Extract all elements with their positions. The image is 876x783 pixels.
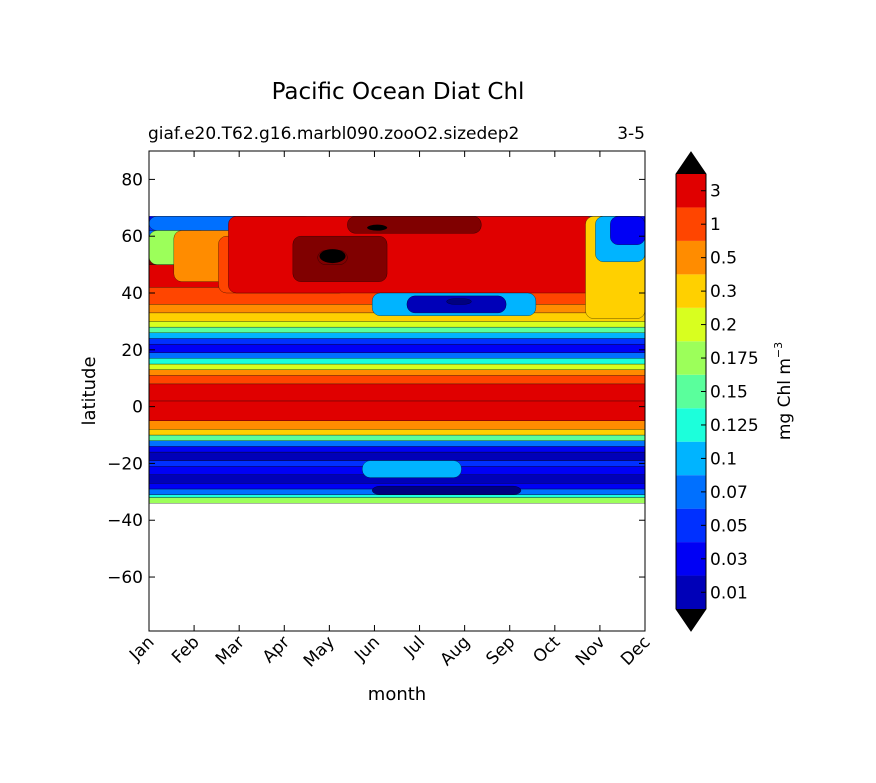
contour-band bbox=[148, 494, 646, 498]
contour-band bbox=[148, 440, 646, 447]
colorbar-extend-max bbox=[676, 152, 706, 174]
contour-band bbox=[148, 363, 646, 370]
x-tick-label: Dec bbox=[617, 632, 654, 669]
contour-band bbox=[148, 446, 646, 453]
chart-title: Pacific Ocean Diat Chl bbox=[272, 79, 525, 105]
chart-subtitle-right: 3-5 bbox=[617, 124, 645, 144]
x-tick-label: Apr bbox=[259, 632, 294, 667]
x-axis-label: month bbox=[368, 684, 426, 705]
colorbar-tick-label: 1 bbox=[710, 215, 721, 235]
y-tick-label: 40 bbox=[121, 284, 143, 304]
y-tick-label: −40 bbox=[107, 511, 143, 531]
contour-region bbox=[446, 298, 472, 305]
contour-band bbox=[148, 338, 646, 345]
colorbar-tick-label: 0.125 bbox=[710, 416, 759, 436]
y-tick-label: −60 bbox=[107, 568, 143, 588]
x-tick-label: Jul bbox=[400, 632, 429, 661]
y-tick-label: 60 bbox=[121, 227, 143, 247]
contour-band bbox=[148, 400, 646, 421]
colorbar-outline bbox=[675, 151, 707, 632]
y-tick-label: 80 bbox=[121, 170, 143, 190]
contour-region bbox=[347, 216, 482, 234]
x-tick-label: Feb bbox=[168, 632, 203, 667]
x-tick-label: Aug bbox=[437, 632, 475, 670]
contour-region bbox=[362, 460, 462, 478]
x-tick-label: Nov bbox=[572, 632, 610, 670]
colorbar-label-exponent: −3 bbox=[772, 342, 785, 358]
y-axis: 80 60 40 20 0 −20 −40 −60 bbox=[107, 170, 645, 588]
contour-region bbox=[610, 216, 646, 245]
colorbar-tick-label: 0.07 bbox=[710, 483, 748, 503]
colorbar-tick-label: 0.3 bbox=[710, 282, 737, 302]
x-tick-label: Mar bbox=[212, 632, 249, 669]
contour-max-region bbox=[319, 249, 346, 264]
contour-band bbox=[148, 429, 646, 436]
contour-band bbox=[148, 369, 646, 376]
contour-band bbox=[148, 375, 646, 385]
contour-band bbox=[148, 352, 646, 359]
contour-band bbox=[148, 497, 646, 504]
contour-region bbox=[372, 485, 522, 495]
colorbar: 0.01 0.03 0.05 0.07 0.1 0.125 0.15 0.175 0.2 0.3 0… bbox=[675, 151, 759, 632]
contour-max-region bbox=[367, 224, 388, 231]
contour-band bbox=[148, 383, 646, 402]
y-tick-label: −20 bbox=[107, 454, 143, 474]
colorbar-tick-label: 0.03 bbox=[710, 550, 748, 570]
y-tick-label: 0 bbox=[132, 398, 143, 418]
x-tick-label: Oct bbox=[529, 632, 564, 667]
x-tick-label: Jan bbox=[125, 632, 158, 665]
heatmap-field bbox=[148, 216, 646, 504]
colorbar-tick-label: 0.05 bbox=[710, 516, 748, 536]
plot-frame bbox=[148, 150, 646, 632]
contour-band bbox=[148, 358, 646, 365]
colorbar-tick-label: 0.1 bbox=[710, 449, 737, 469]
contour-band bbox=[148, 326, 646, 333]
chart-subtitle-left: giaf.e20.T62.g16.marbl090.zooO2.sizedep2 bbox=[148, 124, 519, 144]
x-tick-label: Sep bbox=[482, 632, 519, 669]
contour-band bbox=[148, 321, 646, 328]
colorbar-label-text: mg Chl m bbox=[775, 358, 795, 440]
y-tick-label: 20 bbox=[121, 341, 143, 361]
x-tick-label: Jun bbox=[350, 632, 384, 666]
colorbar-tick-label: 0.15 bbox=[710, 383, 748, 403]
colorbar-tick-label: 0.01 bbox=[710, 583, 748, 603]
contour-band bbox=[148, 332, 646, 339]
contour-band bbox=[148, 451, 646, 461]
y-axis-label: latitude bbox=[79, 356, 100, 425]
x-tick-label: May bbox=[300, 632, 339, 671]
contour-band bbox=[148, 343, 646, 353]
colorbar-tick-label: 0.2 bbox=[710, 316, 737, 336]
colorbar-extend-min bbox=[676, 609, 706, 631]
colorbar-tick-label: 3 bbox=[710, 182, 721, 202]
colorbar-tick-label: 0.175 bbox=[710, 349, 759, 369]
contour-band bbox=[148, 420, 646, 430]
contour-band bbox=[148, 434, 646, 441]
colorbar-tick-label: 0.5 bbox=[710, 249, 737, 269]
colorbar-label: mg Chl m−3 bbox=[772, 342, 795, 440]
